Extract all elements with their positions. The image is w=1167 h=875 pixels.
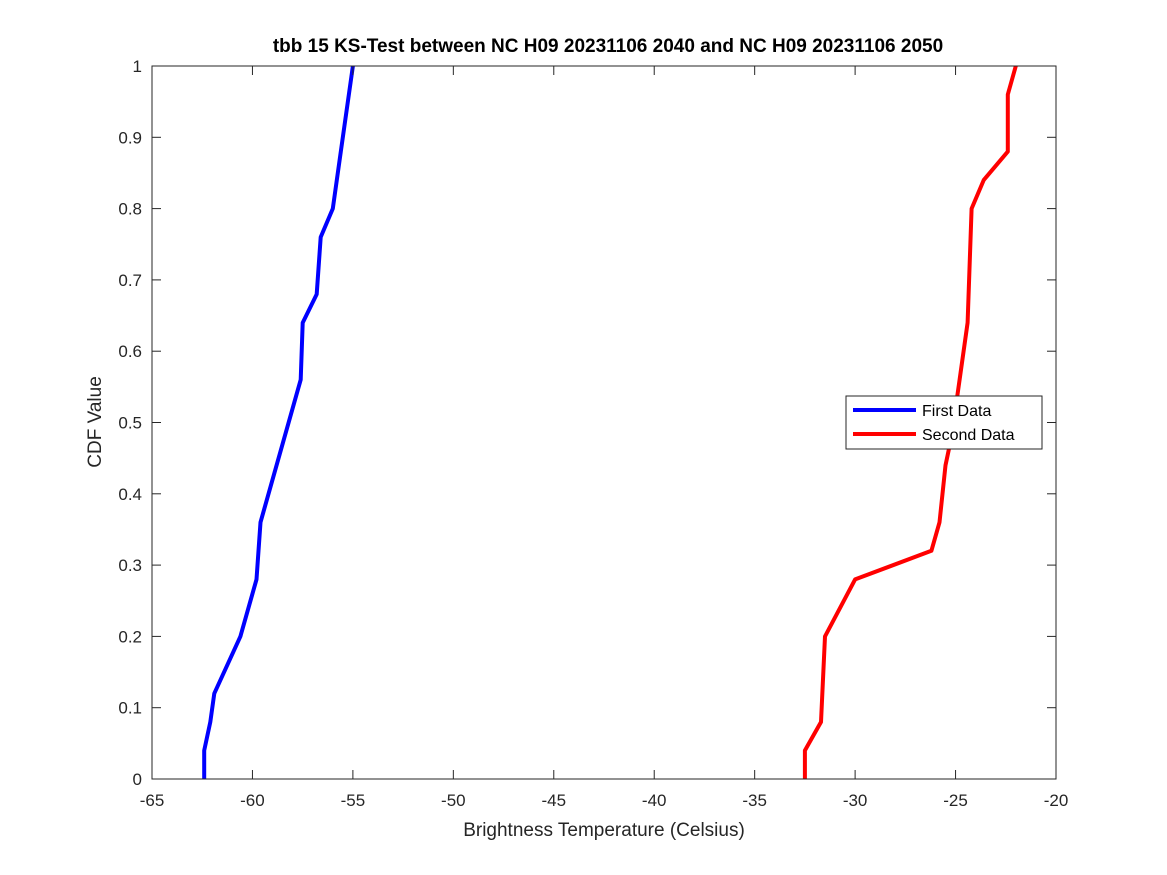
- y-tick-label: 0.5: [118, 414, 142, 433]
- y-axis-ticks: 0 0.1 0.2 0.3 0.4 0.5 0.6 0.7 0.8 0.9 1: [118, 57, 1056, 789]
- series-line-second-data: [802, 65, 1018, 779]
- x-tick-label: -20: [1044, 791, 1069, 810]
- legend-label-second-data: Second Data: [922, 427, 1015, 444]
- x-axis-label: Brightness Temperature (Celsius): [463, 820, 745, 841]
- x-tick-label: -25: [943, 791, 968, 810]
- series-line-first-data: [202, 65, 355, 779]
- legend-box: [845, 395, 1043, 450]
- y-tick-label: 0: [133, 770, 142, 789]
- y-tick-label: 0.9: [118, 128, 142, 147]
- series-layer: [202, 65, 1018, 779]
- y-tick-label: 0.4: [118, 485, 142, 504]
- y-tick-label: 0.7: [118, 271, 142, 290]
- legend-label-first-data: First Data: [922, 403, 991, 420]
- x-tick-label: -55: [341, 791, 366, 810]
- x-tick-label: -60: [240, 791, 265, 810]
- y-tick-label: 0.2: [118, 627, 142, 646]
- y-tick-label: 1: [133, 57, 142, 76]
- x-tick-label: -65: [140, 791, 165, 810]
- y-tick-label: 0.3: [118, 556, 142, 575]
- x-tick-label: -35: [742, 791, 767, 810]
- legend: First Data Second Data: [845, 395, 1043, 450]
- x-tick-label: -45: [541, 791, 566, 810]
- y-tick-label: 0.1: [118, 699, 142, 718]
- x-tick-label: -50: [441, 791, 466, 810]
- y-tick-label: 0.6: [118, 342, 142, 361]
- x-tick-label: -30: [843, 791, 868, 810]
- x-axis-ticks: -65 -60 -55 -50 -45 -40 -35 -30 -25 -20: [140, 66, 1069, 810]
- y-axis-label: CDF Value: [85, 376, 106, 468]
- chart-title: tbb 15 KS-Test between NC H09 20231106 2…: [273, 36, 943, 57]
- y-tick-label: 0.8: [118, 200, 142, 219]
- x-tick-label: -40: [642, 791, 667, 810]
